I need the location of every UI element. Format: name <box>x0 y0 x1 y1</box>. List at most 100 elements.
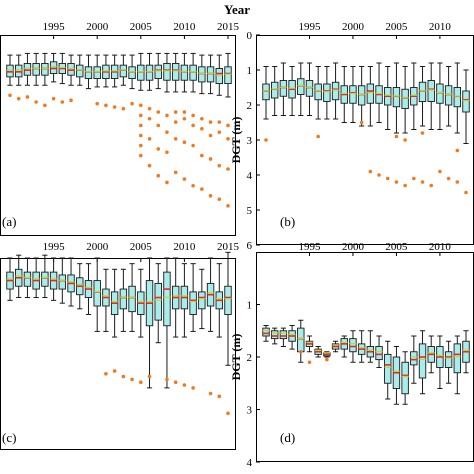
outlier-point <box>51 96 56 101</box>
box-body <box>366 83 375 104</box>
box-2001 <box>357 330 366 363</box>
x-tick-label: 2010 <box>429 241 452 253</box>
box-1995 <box>49 257 58 301</box>
box-2001 <box>102 268 110 332</box>
outlier-point <box>147 116 152 121</box>
y-tick-label: 3 <box>247 405 253 417</box>
box-2000 <box>93 257 101 332</box>
outlier-point <box>420 180 425 184</box>
x-tick-label: 2000 <box>86 21 109 33</box>
box-body <box>270 330 279 340</box>
outlier-point <box>182 110 187 114</box>
box-body <box>32 63 40 76</box>
box-2003 <box>119 54 128 86</box>
box-1996 <box>314 66 322 120</box>
outlier-point <box>191 183 195 188</box>
box-2000 <box>349 66 357 123</box>
box-body <box>462 90 470 113</box>
x-tick-label: 2010 <box>429 21 452 33</box>
outlier-point <box>156 147 161 151</box>
outlier-point <box>307 360 312 365</box>
box-body <box>163 63 171 81</box>
box-2007 <box>154 263 162 344</box>
box-2012 <box>453 335 462 395</box>
panel-label: (c) <box>2 430 16 445</box>
y-tick-label: 4 <box>247 457 253 469</box>
box-2006 <box>145 52 154 91</box>
x-tick-label: 2005 <box>130 241 153 253</box>
box-2003 <box>119 268 128 332</box>
box-2013 <box>206 54 215 95</box>
box-1991 <box>270 327 279 345</box>
box-body <box>6 64 14 78</box>
outlier-point <box>217 120 222 124</box>
box-body <box>444 85 453 106</box>
box-1999 <box>84 263 93 315</box>
box-2006 <box>401 351 409 405</box>
box-2009 <box>427 62 435 130</box>
x-tick-label: 2010 <box>173 21 196 33</box>
outlier-point <box>139 143 143 148</box>
box-2002 <box>110 54 119 88</box>
box-2008 <box>418 66 427 127</box>
box-1991 <box>15 254 23 299</box>
box-1997 <box>67 257 75 307</box>
outlier-point <box>403 183 407 188</box>
x-tick-label: 1995 <box>298 241 321 253</box>
outlier-point <box>182 140 187 144</box>
outlier-point <box>217 130 222 134</box>
outlier-point <box>147 374 152 379</box>
box-1990 <box>262 66 270 120</box>
outlier-point <box>139 123 143 128</box>
box-2003 <box>375 62 383 123</box>
box-1993 <box>32 52 40 86</box>
box-2004 <box>128 54 136 90</box>
box-1998 <box>331 62 340 120</box>
x-tick-label: 2000 <box>342 21 365 33</box>
box-1997 <box>323 66 331 120</box>
box-body <box>279 80 288 97</box>
panel-label: (a) <box>2 214 16 229</box>
box-body <box>418 343 427 379</box>
box-body <box>410 351 418 366</box>
outlier-point <box>226 204 230 208</box>
box-2002 <box>110 268 119 338</box>
outlier-point <box>325 357 329 362</box>
box-1990 <box>6 54 14 86</box>
box-body <box>23 63 32 76</box>
y-tick-label: 1 <box>247 300 253 312</box>
box-1993 <box>288 66 296 116</box>
x-tick-label: 2005 <box>130 21 153 33</box>
outlier-point <box>208 133 213 138</box>
box-2013 <box>206 257 215 332</box>
box-1993 <box>32 257 40 299</box>
y-axis-label: DGT (m) <box>229 117 243 164</box>
outlier-point <box>25 95 30 99</box>
box-1999 <box>340 66 348 123</box>
outlier-point <box>420 131 425 135</box>
outlier-point <box>226 167 230 171</box>
box-1992 <box>279 62 288 116</box>
box-1993 <box>288 325 296 350</box>
outlier-point <box>43 103 47 108</box>
x-tick-label: 2000 <box>86 241 109 253</box>
box-body <box>357 85 366 106</box>
box-2001 <box>357 66 366 127</box>
box-body <box>401 88 409 109</box>
box-2002 <box>366 330 375 363</box>
y-tick-label: 2 <box>247 100 253 112</box>
box-2010 <box>180 263 189 338</box>
box-2007 <box>410 335 418 384</box>
box-1992 <box>279 327 288 347</box>
y-tick-label: 6 <box>247 240 253 252</box>
box-1996 <box>314 346 322 358</box>
y-tick-label: 2 <box>247 352 253 364</box>
outlier-point <box>104 371 108 376</box>
box-body <box>323 83 331 102</box>
outlier-point <box>208 391 213 396</box>
box-body <box>401 361 409 395</box>
box-body <box>427 80 435 102</box>
x-tick-label: 2010 <box>173 241 196 253</box>
outlier-point <box>173 137 178 141</box>
